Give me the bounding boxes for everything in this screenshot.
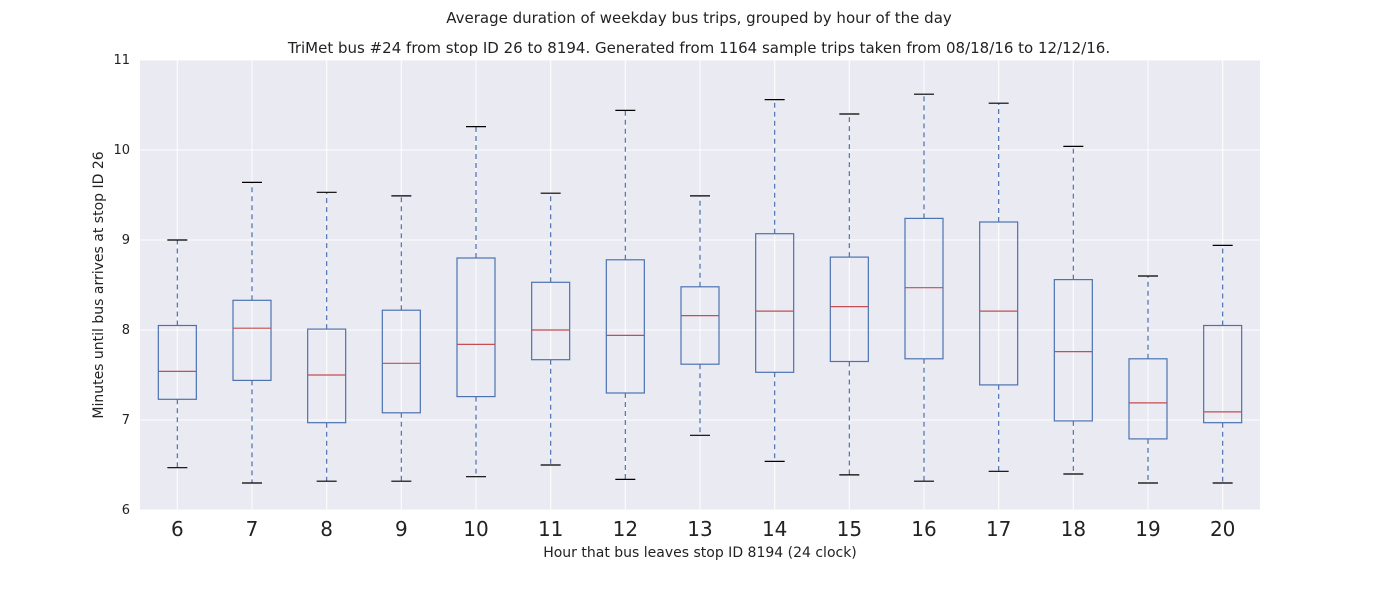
box: [680, 286, 720, 365]
y-tick-label: 6: [122, 503, 130, 518]
x-tick-label: 19: [1135, 517, 1160, 541]
x-tick-label: 10: [463, 517, 488, 541]
box-group: [904, 93, 944, 482]
box-group: [307, 191, 347, 482]
box: [381, 309, 421, 414]
box-group: [829, 113, 869, 476]
y-tick-label: 10: [113, 143, 130, 158]
box: [456, 257, 496, 398]
y-tick-labels: 6 7 8 9 10 11: [113, 53, 130, 518]
box: [531, 281, 571, 361]
box: [1053, 279, 1093, 422]
box: [232, 299, 272, 381]
y-tick-label: 7: [122, 413, 130, 428]
box: [755, 233, 795, 373]
box: [307, 328, 347, 424]
x-tick-label: 6: [171, 517, 184, 541]
box-group: [157, 239, 197, 469]
x-tick-labels: 6 7 8 9 10 11 12 13 14 15 16 17 18 19 20: [171, 517, 1235, 541]
y-tick-label: 8: [122, 323, 130, 338]
box-group: [605, 109, 645, 480]
box: [1128, 358, 1168, 440]
box-group: [1053, 145, 1093, 475]
boxes: [157, 93, 1243, 484]
box-group: [232, 181, 272, 484]
box-group: [381, 195, 421, 482]
x-tick-label: 11: [538, 517, 563, 541]
box-group: [456, 125, 496, 478]
box: [605, 259, 645, 394]
x-tick-label: 17: [986, 517, 1011, 541]
x-tick-label: 18: [1061, 517, 1086, 541]
box-group: [755, 98, 795, 462]
x-axis-label: Hour that bus leaves stop ID 8194 (24 cl…: [543, 545, 857, 561]
box: [157, 324, 197, 400]
x-tick-label: 12: [613, 517, 638, 541]
x-tick-label: 9: [395, 517, 408, 541]
box-group: [1203, 244, 1243, 484]
x-tick-label: 8: [320, 517, 333, 541]
box-group: [531, 192, 571, 466]
box: [1203, 324, 1243, 424]
y-tick-label: 11: [113, 53, 130, 68]
x-tick-label: 15: [837, 517, 862, 541]
x-tick-label: 14: [762, 517, 787, 541]
box: [979, 221, 1019, 386]
chart-subtitle: TriMet bus #24 from stop ID 26 to 8194. …: [287, 39, 1110, 57]
box: [904, 217, 944, 360]
y-tick-label: 9: [122, 233, 130, 248]
chart-title: Average duration of weekday bus trips, g…: [446, 9, 952, 27]
box-group: [680, 195, 720, 436]
box: [829, 256, 869, 363]
x-tick-label: 16: [911, 517, 936, 541]
x-tick-label: 20: [1210, 517, 1235, 541]
y-axis-label: Minutes until bus arrives at stop ID 26: [91, 151, 107, 418]
x-tick-label: 13: [687, 517, 712, 541]
box-group: [1128, 275, 1168, 484]
box-group: [979, 102, 1019, 472]
x-tick-label: 7: [246, 517, 259, 541]
